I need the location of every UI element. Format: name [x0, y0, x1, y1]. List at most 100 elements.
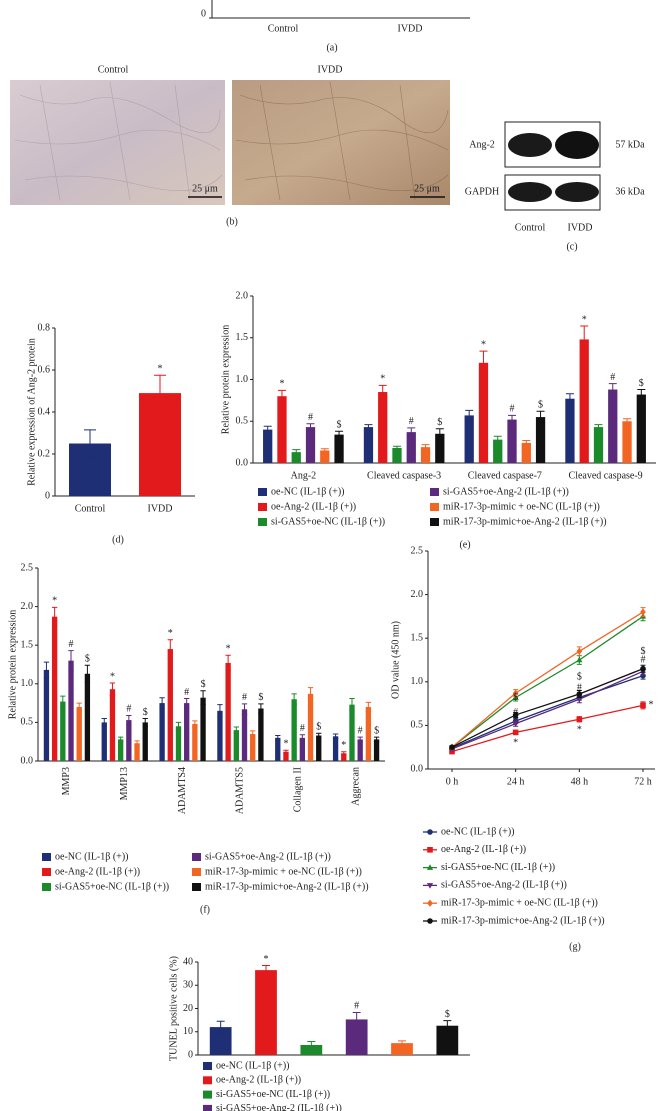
bar	[291, 699, 297, 761]
x-tick-label: 48 h	[571, 776, 589, 787]
error-bar	[435, 428, 444, 440]
annotation: $	[85, 654, 90, 665]
bar	[299, 737, 306, 761]
error-bar	[332, 733, 339, 740]
x-tick-label: Cleaved caspase-9	[569, 470, 643, 481]
bar	[622, 421, 632, 463]
bar	[283, 751, 289, 761]
annotation: #	[300, 723, 305, 734]
legend-label: miR-17-3p-mimic + oe-NC (IL-1β (+))	[205, 866, 362, 877]
x-tick-label: 24 h	[507, 776, 525, 787]
legend-label: si-GAS5+oe-NC (IL-1β (+))	[55, 881, 169, 892]
annotation: *	[158, 364, 163, 375]
blot-band	[508, 182, 552, 202]
annotation: $	[143, 707, 148, 718]
marker	[449, 744, 455, 751]
blot-band	[555, 182, 599, 202]
y-tick-label: 2.5	[411, 545, 424, 556]
x-tick-label: Cleaved caspase-7	[468, 470, 542, 481]
error-bar	[250, 730, 256, 738]
error-bar	[154, 374, 166, 412]
bar	[363, 427, 374, 463]
legend-swatch	[203, 1104, 212, 1111]
bar	[420, 447, 431, 463]
x-tick-label: IVDD	[148, 503, 173, 514]
error-bar	[320, 448, 329, 453]
y-tick-label: 1.5	[236, 332, 249, 343]
line	[451, 704, 644, 753]
error-bar	[479, 350, 488, 375]
error-bar	[349, 697, 355, 712]
error-bar	[299, 734, 306, 742]
bar	[117, 739, 124, 761]
bar	[493, 439, 503, 463]
y-tick-label: 0.0	[21, 755, 34, 766]
error-bar	[316, 732, 322, 739]
y-tick-label: 10	[183, 1026, 193, 1037]
error-bar	[291, 693, 297, 706]
bar	[334, 434, 344, 463]
error-bar	[216, 1020, 225, 1034]
annotation: #	[577, 683, 582, 694]
bar	[200, 697, 206, 761]
bar	[60, 701, 66, 761]
panel-label: (g)	[569, 941, 581, 952]
legend-label: oe-Ang-2 (IL-1β (+))	[271, 501, 356, 512]
error-bar	[292, 449, 301, 456]
annotation: *	[264, 954, 269, 965]
annotation: #	[610, 372, 615, 383]
legend-label: oe-Ang-2 (IL-1β (+))	[216, 1075, 301, 1086]
legend-label: si-GAS5+oe-NC (IL-1β (+))	[271, 516, 385, 527]
legend-label: si-GAS5+oe-Ang-2 (IL-1β (+))	[216, 1103, 342, 1111]
y-tick-label: 0	[201, 8, 206, 19]
legend-swatch	[203, 1062, 212, 1070]
x-tick-label: IVDD	[398, 23, 423, 34]
bar	[357, 739, 363, 761]
bar	[76, 706, 82, 761]
annotation: #	[242, 692, 247, 703]
error-bar	[258, 703, 264, 714]
bar	[209, 1027, 232, 1055]
annotation: *	[341, 740, 346, 751]
error-bar	[364, 424, 373, 431]
legend-swatch	[203, 1076, 212, 1085]
bar	[478, 362, 489, 463]
marker	[576, 691, 583, 697]
bar	[277, 396, 287, 463]
bar	[593, 427, 604, 463]
bar	[565, 398, 575, 463]
annotation: $	[316, 722, 321, 733]
y-tick-label: 0.6	[38, 364, 51, 375]
legend-label: oe-NC (IL-1β (+))	[216, 1060, 289, 1071]
panel-label: (e)	[459, 539, 470, 550]
bar	[43, 669, 50, 761]
legend-label: miR-17-3p-mimic + oe-NC (IL-1β (+))	[443, 501, 600, 512]
annotation: #	[358, 725, 363, 736]
annotation: #	[184, 687, 189, 698]
legend-label: oe-NC (IL-1β (+))	[271, 486, 344, 497]
bar	[233, 730, 239, 761]
bar	[241, 709, 248, 761]
lane-label: IVDD	[568, 222, 593, 233]
error-bar	[84, 429, 96, 458]
y-tick-label: 1.0	[411, 676, 424, 687]
band-label: Ang-2	[469, 139, 495, 150]
band-size: 36 kDa	[615, 186, 645, 197]
annotation: $	[374, 725, 379, 736]
bar	[406, 432, 416, 463]
bar	[225, 662, 231, 761]
annotation: $	[445, 1009, 450, 1020]
annotation: #	[308, 412, 313, 423]
line	[451, 611, 644, 748]
error-bar	[126, 714, 132, 726]
marker	[426, 883, 434, 889]
x-tick-label: 0 h	[446, 776, 459, 787]
bar	[316, 735, 322, 761]
legend-label: oe-NC (IL-1β (+))	[441, 826, 514, 837]
marker	[427, 829, 433, 835]
bar	[291, 452, 301, 463]
y-tick-label: 0.0	[236, 457, 249, 468]
marker	[640, 665, 646, 672]
